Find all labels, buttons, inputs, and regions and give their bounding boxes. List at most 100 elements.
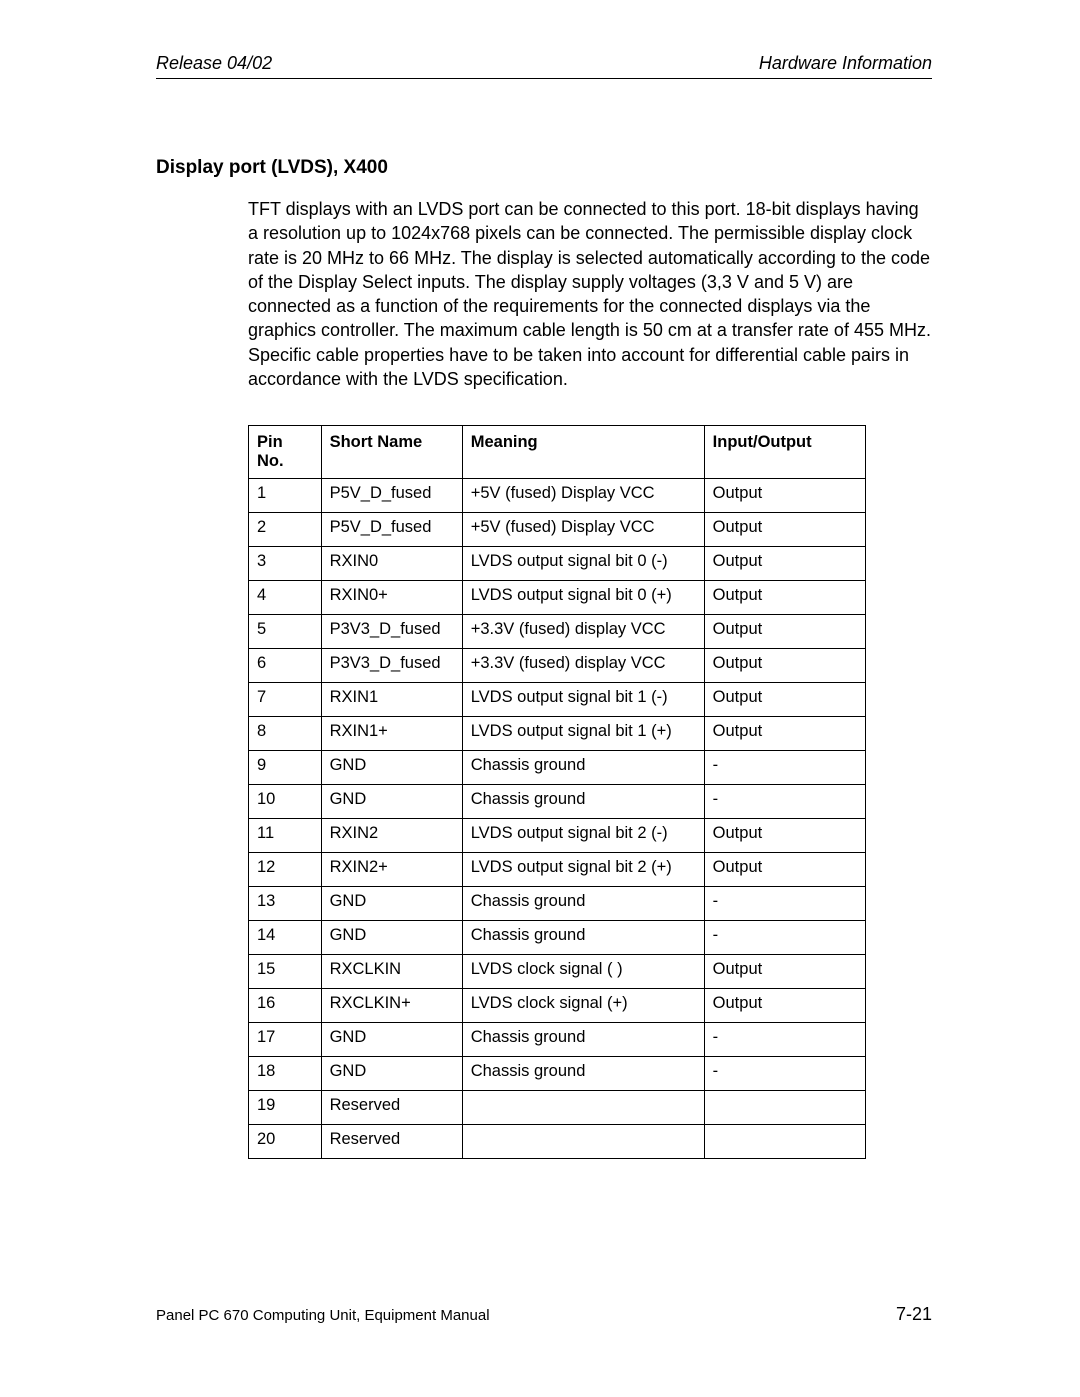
- table-cell: 8: [249, 717, 322, 751]
- table-row: 20Reserved: [249, 1125, 866, 1159]
- table-cell: LVDS clock signal (+): [462, 989, 704, 1023]
- table-cell: 9: [249, 751, 322, 785]
- table-cell: 7: [249, 683, 322, 717]
- table-cell: Output: [704, 615, 865, 649]
- table-cell: Chassis ground: [462, 1057, 704, 1091]
- header-right: Hardware Information: [759, 53, 932, 74]
- table-cell: 11: [249, 819, 322, 853]
- page-footer: Panel PC 670 Computing Unit, Equipment M…: [156, 1304, 932, 1325]
- table-cell: 16: [249, 989, 322, 1023]
- table-cell: GND: [321, 785, 462, 819]
- table-row: 15RXCLKINLVDS clock signal ( )Output: [249, 955, 866, 989]
- section-title: Display port (LVDS), X400: [156, 157, 932, 179]
- table-cell: Output: [704, 717, 865, 751]
- table-cell: LVDS output signal bit 1 (-): [462, 683, 704, 717]
- table-cell: Reserved: [321, 1091, 462, 1125]
- table-row: 10GNDChassis ground-: [249, 785, 866, 819]
- table-cell: -: [704, 751, 865, 785]
- table-cell: Output: [704, 683, 865, 717]
- table-cell: Output: [704, 513, 865, 547]
- table-row: 9GNDChassis ground-: [249, 751, 866, 785]
- table-cell: 5: [249, 615, 322, 649]
- table-row: 2P5V_D_fused+5V (fused) Display VCCOutpu…: [249, 513, 866, 547]
- table-cell: +5V (fused) Display VCC: [462, 479, 704, 513]
- table-cell: P5V_D_fused: [321, 513, 462, 547]
- table-cell: 13: [249, 887, 322, 921]
- table-cell: RXCLKIN: [321, 955, 462, 989]
- table-row: 14GNDChassis ground-: [249, 921, 866, 955]
- table-cell: Chassis ground: [462, 1023, 704, 1057]
- table-cell: 4: [249, 581, 322, 615]
- header-left: Release 04/02: [156, 53, 272, 74]
- table-cell: -: [704, 785, 865, 819]
- table-cell: P3V3_D_fused: [321, 649, 462, 683]
- table-cell: LVDS output signal bit 0 (-): [462, 547, 704, 581]
- table-cell: RXIN2+: [321, 853, 462, 887]
- col-header-meaning: Meaning: [462, 426, 704, 479]
- table-row: 18GNDChassis ground-: [249, 1057, 866, 1091]
- table-cell: P5V_D_fused: [321, 479, 462, 513]
- table-cell: 18: [249, 1057, 322, 1091]
- table-row: 3RXIN0LVDS output signal bit 0 (-)Output: [249, 547, 866, 581]
- table-row: 7RXIN1LVDS output signal bit 1 (-)Output: [249, 683, 866, 717]
- table-cell: Chassis ground: [462, 887, 704, 921]
- footer-right: 7-21: [896, 1304, 932, 1325]
- table-cell: LVDS output signal bit 1 (+): [462, 717, 704, 751]
- page-header: Release 04/02 Hardware Information: [156, 53, 932, 79]
- table-cell: +3.3V (fused) display VCC: [462, 615, 704, 649]
- table-cell: GND: [321, 1023, 462, 1057]
- table-cell: RXIN1: [321, 683, 462, 717]
- pin-table: Pin No. Short Name Meaning Input/Output …: [248, 425, 866, 1159]
- table-cell: [704, 1125, 865, 1159]
- table-row: 5P3V3_D_fused+3.3V (fused) display VCCOu…: [249, 615, 866, 649]
- table-row: 12RXIN2+LVDS output signal bit 2 (+)Outp…: [249, 853, 866, 887]
- table-row: 16RXCLKIN+LVDS clock signal (+)Output: [249, 989, 866, 1023]
- table-row: 8RXIN1+LVDS output signal bit 1 (+)Outpu…: [249, 717, 866, 751]
- table-cell: GND: [321, 751, 462, 785]
- table-row: 1P5V_D_fused+5V (fused) Display VCCOutpu…: [249, 479, 866, 513]
- table-cell: Output: [704, 955, 865, 989]
- table-cell: Output: [704, 819, 865, 853]
- table-cell: LVDS output signal bit 2 (-): [462, 819, 704, 853]
- table-cell: Chassis ground: [462, 921, 704, 955]
- table-cell: 1: [249, 479, 322, 513]
- table-cell: 10: [249, 785, 322, 819]
- table-cell: 15: [249, 955, 322, 989]
- table-cell: 14: [249, 921, 322, 955]
- table-cell: Chassis ground: [462, 785, 704, 819]
- table-cell: [462, 1091, 704, 1125]
- table-row: 19Reserved: [249, 1091, 866, 1125]
- table-cell: 6: [249, 649, 322, 683]
- col-header-pin: Pin No.: [249, 426, 322, 479]
- table-row: 11RXIN2LVDS output signal bit 2 (-)Outpu…: [249, 819, 866, 853]
- table-cell: RXCLKIN+: [321, 989, 462, 1023]
- table-cell: -: [704, 921, 865, 955]
- table-cell: -: [704, 887, 865, 921]
- table-cell: 2: [249, 513, 322, 547]
- table-cell: Output: [704, 649, 865, 683]
- table-cell: Reserved: [321, 1125, 462, 1159]
- table-cell: 3: [249, 547, 322, 581]
- table-cell: [704, 1091, 865, 1125]
- table-row: 6P3V3_D_fused+3.3V (fused) display VCCOu…: [249, 649, 866, 683]
- table-cell: LVDS output signal bit 2 (+): [462, 853, 704, 887]
- footer-left: Panel PC 670 Computing Unit, Equipment M…: [156, 1307, 490, 1324]
- table-cell: Output: [704, 853, 865, 887]
- table-cell: LVDS output signal bit 0 (+): [462, 581, 704, 615]
- table-cell: -: [704, 1023, 865, 1057]
- table-header-row: Pin No. Short Name Meaning Input/Output: [249, 426, 866, 479]
- section-paragraph: TFT displays with an LVDS port can be co…: [248, 197, 932, 391]
- table-cell: [462, 1125, 704, 1159]
- table-cell: 19: [249, 1091, 322, 1125]
- table-cell: -: [704, 1057, 865, 1091]
- table-cell: Output: [704, 479, 865, 513]
- table-cell: RXIN1+: [321, 717, 462, 751]
- table-cell: RXIN2: [321, 819, 462, 853]
- table-cell: RXIN0+: [321, 581, 462, 615]
- table-row: 17GNDChassis ground-: [249, 1023, 866, 1057]
- table-cell: +3.3V (fused) display VCC: [462, 649, 704, 683]
- table-cell: RXIN0: [321, 547, 462, 581]
- col-header-shortname: Short Name: [321, 426, 462, 479]
- table-cell: LVDS clock signal ( ): [462, 955, 704, 989]
- table-row: 4RXIN0+LVDS output signal bit 0 (+)Outpu…: [249, 581, 866, 615]
